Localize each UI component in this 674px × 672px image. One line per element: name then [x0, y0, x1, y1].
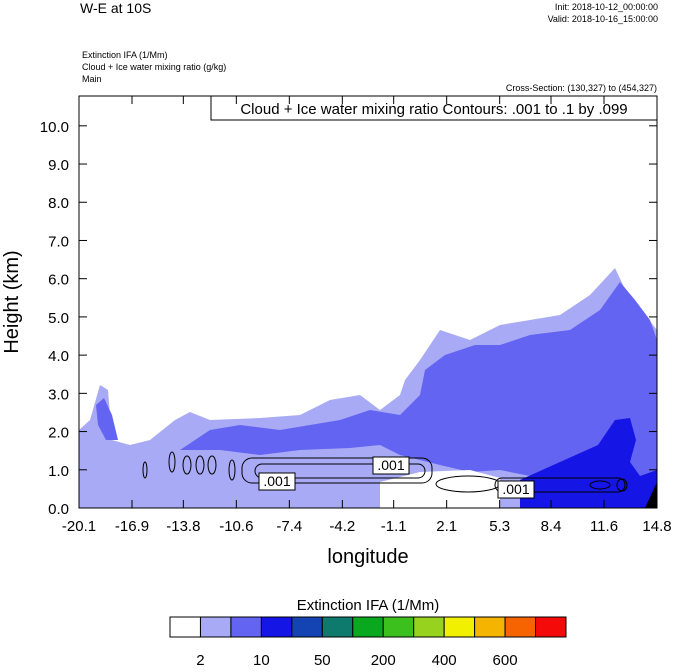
x-tick-label: -13.8 — [166, 518, 200, 535]
cross-section-label: Cross-Section: (130,327) to (454,327) — [506, 83, 657, 93]
valid-time: Valid: 2018-10-16_15:00:00 — [548, 14, 658, 24]
x-tick-label: -10.6 — [219, 518, 253, 535]
contour-info: Cloud + Ice water mixing ratio Contours:… — [240, 101, 627, 118]
colorbar-swatch — [413, 616, 445, 638]
colorbar-swatch — [230, 616, 262, 638]
y-tick-label: 0.0 — [48, 501, 69, 518]
init-time: Init: 2018-10-12_00:00:00 — [555, 2, 658, 12]
contours — [142, 451, 628, 493]
colorbar-swatch — [321, 616, 354, 638]
colorbar-label: 400 — [432, 652, 457, 667]
x-axis-label: longitude — [327, 546, 408, 568]
colorbar-swatch — [474, 616, 506, 638]
y-tick-label: 10.0 — [40, 119, 69, 136]
contour-label-box — [372, 456, 410, 475]
x-tick-label: -16.9 — [115, 518, 149, 535]
field-label: Extinction IFA (1/Mm) — [82, 50, 168, 60]
x-tick-label: -20.1 — [62, 518, 96, 535]
contour-label-box — [258, 472, 296, 491]
colorbar-swatch — [291, 616, 323, 638]
y-tick-label: 9.0 — [48, 157, 69, 174]
colorbar-swatch — [169, 616, 201, 638]
colorbar-swatch — [443, 616, 476, 638]
field-shading — [79, 268, 657, 508]
colorbar-swatch — [352, 616, 384, 638]
x-tick-label: 5.3 — [489, 518, 510, 535]
contour-label: .001 — [263, 473, 290, 489]
x-tick-label: 8.4 — [541, 518, 562, 535]
x-tick-label: 2.1 — [436, 518, 457, 535]
y-tick-label: 2.0 — [48, 425, 69, 442]
contour-label-box — [497, 480, 535, 499]
field-label: Cloud + Ice water mixing ratio (g/kg) — [82, 62, 226, 72]
contour-label: .001 — [502, 481, 529, 497]
colorbar-label: 2 — [196, 652, 204, 667]
x-tick-label: -1.1 — [381, 518, 407, 535]
colorbar-swatch — [260, 616, 293, 638]
colorbar-swatch — [382, 616, 415, 638]
y-axis-label: Height (km) — [1, 250, 23, 353]
y-tick-label: 6.0 — [48, 272, 69, 289]
x-tick-label: 14.8 — [642, 518, 671, 535]
chart-title: W-E at 10S — [80, 0, 151, 16]
x-tick-label: -4.2 — [329, 518, 355, 535]
field-label: Main — [82, 74, 102, 84]
colorbar-label: 50 — [314, 652, 331, 667]
y-tick-label: 7.0 — [48, 233, 69, 250]
colorbar-title: Extinction IFA (1/Mm) — [297, 597, 440, 614]
y-tick-label: 5.0 — [48, 310, 69, 327]
x-tick-label: -7.4 — [276, 518, 302, 535]
y-tick-label: 8.0 — [48, 195, 69, 212]
colorbar-label: 200 — [371, 652, 396, 667]
colorbar-label: 600 — [493, 652, 518, 667]
y-tick-label: 4.0 — [48, 348, 69, 365]
y-tick-label: 1.0 — [48, 463, 69, 480]
colorbar-label: 10 — [253, 652, 270, 667]
contour-label: .001 — [377, 457, 404, 473]
colorbar-swatch — [504, 616, 537, 638]
colorbar-swatch — [535, 616, 567, 638]
x-tick-label: 11.6 — [590, 518, 618, 535]
colorbar-swatch — [199, 616, 232, 638]
contour-info-box — [210, 95, 658, 121]
y-tick-label: 3.0 — [48, 386, 69, 403]
